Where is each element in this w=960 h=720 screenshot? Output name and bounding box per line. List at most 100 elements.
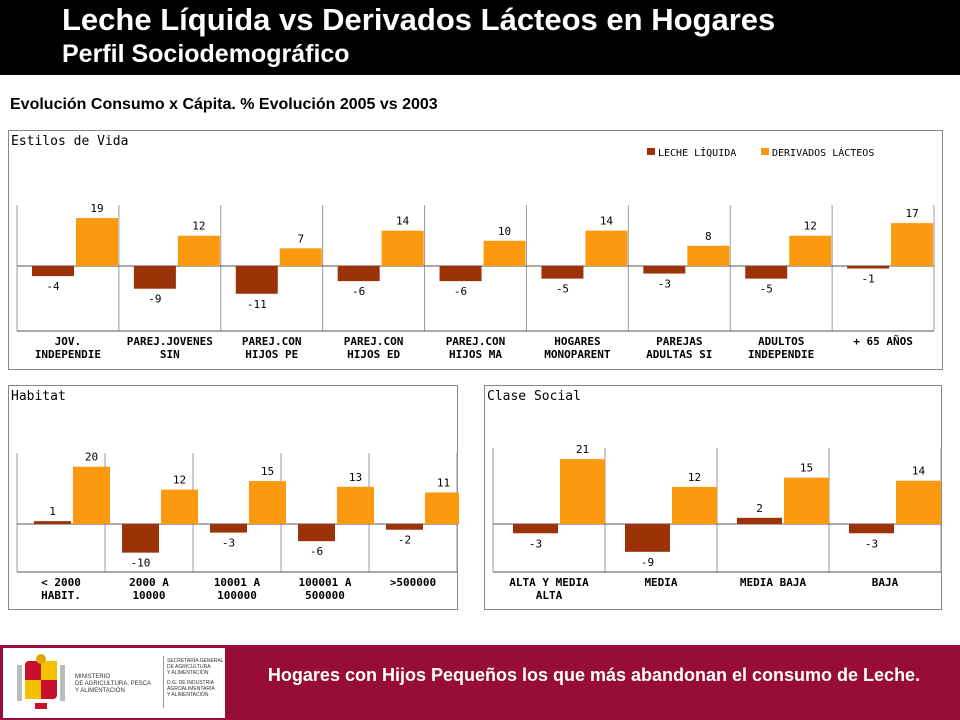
footer-message: Hogares con Hijos Pequeños los que más a… (267, 665, 921, 685)
bar (560, 459, 605, 524)
data-label: 1 (49, 505, 56, 518)
data-label: 14 (396, 215, 410, 228)
category-tick-label: ALTA (536, 589, 563, 602)
data-label: 2 (756, 502, 763, 515)
category-tick-label: 500000 (305, 589, 345, 602)
bar (672, 486, 717, 524)
data-label: -9 (148, 293, 161, 306)
bar (386, 524, 423, 530)
bar (298, 524, 335, 542)
bar (133, 266, 176, 289)
page-title: Leche Líquida vs Derivados Lácteos en Ho… (62, 2, 776, 37)
category-tick-label: INDEPENDIE (35, 348, 101, 361)
bar (789, 235, 832, 266)
logo-side-line: D.G. DE INDUSTRIA (167, 680, 214, 686)
bar (381, 230, 424, 266)
category-tick-label: 10000 (132, 589, 165, 602)
data-label: -3 (865, 537, 878, 550)
bar (891, 223, 934, 266)
data-label: -11 (247, 298, 267, 311)
data-label: 15 (800, 462, 813, 475)
logo-side-line: Y ALIMENTACIÓN (167, 670, 209, 676)
bar (122, 524, 159, 553)
data-label: 12 (804, 220, 817, 233)
data-label: 7 (297, 232, 304, 245)
data-label: 17 (905, 207, 918, 220)
legend-swatch (761, 148, 769, 155)
chart-panel-habitat: Habitat 1 20 < 2000 HABIT. -10 12 2000 A 10000 -… (8, 385, 459, 610)
category-tick-label: JOV. (55, 335, 82, 348)
data-label: -3 (529, 537, 542, 550)
category-tick-label: ALTA Y MEDIA (509, 576, 589, 589)
bar (687, 245, 730, 266)
chart-title: Estilos de Vida (11, 134, 129, 149)
category-tick-label: MEDIA BAJA (740, 576, 807, 589)
category-tick-label: >500000 (390, 576, 436, 589)
data-label: 11 (437, 477, 450, 490)
chart-title: Habitat (11, 389, 66, 404)
category-tick-label: INDEPENDIE (748, 348, 814, 361)
data-label: -4 (46, 280, 60, 293)
category-tick-label: HABIT. (41, 589, 81, 602)
chart-estilos: -419JOV.INDEPENDIE-912PAREJ.JOVENESSIN-1… (16, 146, 935, 361)
category-tick-label: 100000 (217, 589, 257, 602)
logo-ministry-line: DE AGRICULTURA, PESCA (75, 681, 151, 687)
bar (337, 486, 374, 524)
chart-panel-estilos: Estilos de Vida -4 19 JOV. INDEPENDIE -9 12 PA… (8, 130, 943, 370)
bar (210, 524, 247, 533)
category-tick-label: PAREJ.CON (344, 335, 404, 348)
data-label: -6 (352, 285, 365, 298)
category-tick-label: PAREJ.JOVENES (127, 335, 213, 348)
data-label: -6 (454, 285, 467, 298)
data-label: -5 (556, 283, 569, 296)
bar (439, 266, 482, 282)
data-label: -5 (760, 283, 773, 296)
category-tick-label: ADULTAS SI (646, 348, 712, 361)
bar (784, 477, 829, 524)
bar (625, 524, 670, 552)
data-label: 12 (173, 474, 186, 487)
bar (177, 235, 220, 266)
bar (32, 266, 74, 277)
bar (483, 240, 526, 266)
data-label: -2 (398, 534, 411, 547)
bar (337, 266, 380, 282)
chart-panel-clase: Clase Social -3 21 ALTA Y MEDIA ALTA -9 12 MED… (484, 385, 942, 610)
category-tick-label: 10001 A (214, 576, 261, 589)
data-label: -6 (310, 545, 323, 558)
data-label: 12 (192, 220, 205, 233)
logo-ministry-line: MINISTERIO (75, 674, 111, 680)
data-label: -10 (131, 557, 151, 570)
bar (745, 266, 788, 279)
logo-divider (163, 656, 164, 708)
bar (34, 521, 71, 524)
category-tick-label: MEDIA (644, 576, 677, 589)
coat-of-arms-icon (17, 654, 65, 709)
data-label: 15 (261, 465, 274, 478)
data-label: 19 (90, 202, 103, 215)
legend-swatch (647, 148, 655, 155)
bar (73, 466, 110, 524)
data-label: 8 (705, 230, 712, 243)
page-subtitle: Perfil Sociodemográfico (62, 40, 350, 68)
category-tick-label: PAREJ.CON (242, 335, 302, 348)
bar (425, 492, 459, 524)
chart-title: Clase Social (487, 389, 581, 404)
data-label: -9 (641, 556, 654, 569)
bar (541, 266, 584, 279)
bar (235, 266, 278, 294)
category-tick-label: 2000 A (129, 576, 169, 589)
legend-label: LECHE LÍQUIDA (658, 146, 736, 159)
bar (896, 480, 941, 524)
data-label: 20 (85, 451, 98, 464)
bar (737, 517, 782, 524)
category-tick-label: BAJA (872, 576, 899, 589)
bar (279, 248, 322, 266)
logo-side-line: SECRETARÍA GENERAL (167, 658, 224, 664)
bar (585, 230, 628, 266)
logo-side-line: DE AGRICULTURA (167, 664, 211, 670)
bar (76, 218, 118, 266)
logo-side-line: Y ALIMENTACIÓN (167, 692, 209, 698)
